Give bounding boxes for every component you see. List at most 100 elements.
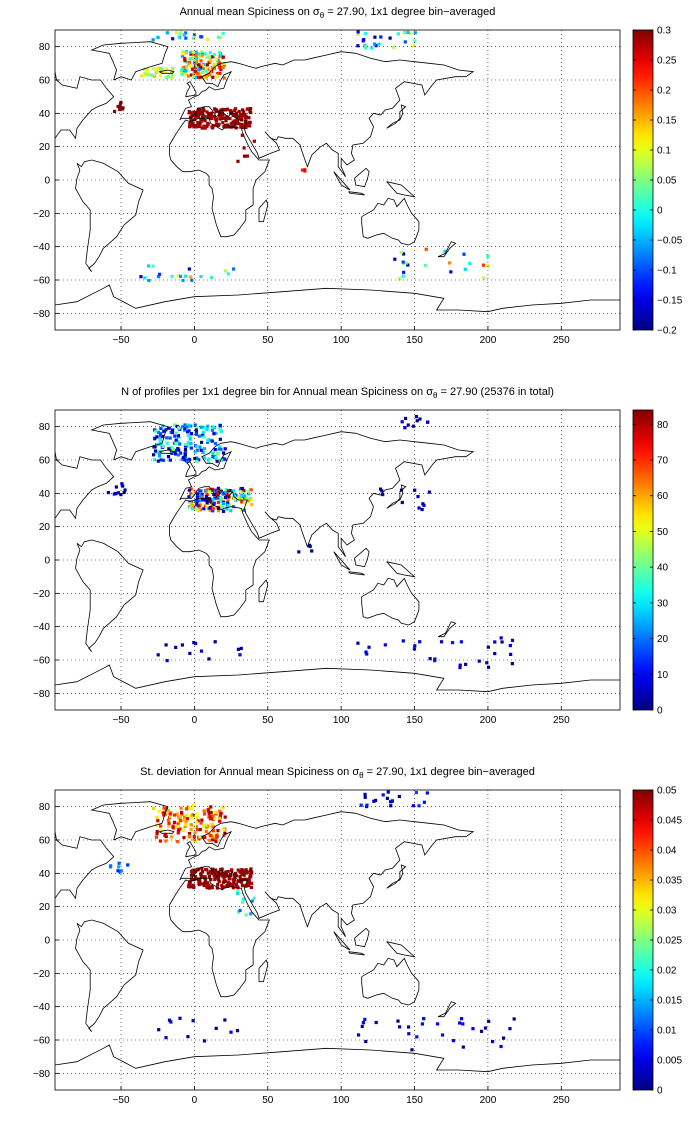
data-cell: [401, 260, 405, 264]
x-tick-label: 50: [262, 335, 274, 346]
data-cell: [202, 809, 206, 813]
data-cell: [190, 870, 194, 874]
data-cell: [206, 885, 210, 890]
data-cell: [181, 278, 185, 283]
data-cell: [197, 883, 201, 887]
data-cell: [188, 115, 193, 119]
data-cell: [176, 831, 180, 835]
data-cell: [188, 437, 192, 441]
colorbar-tick-label: 30: [657, 598, 669, 609]
data-cell: [486, 665, 491, 669]
data-cell: [223, 495, 228, 500]
coastline: [179, 431, 475, 557]
data-cell: [199, 494, 203, 498]
data-cell: [193, 831, 197, 835]
data-cell: [164, 69, 168, 73]
y-tick-label: 0: [44, 936, 50, 947]
data-cell: [118, 102, 123, 106]
data-cell: [248, 872, 253, 876]
y-tick-label: 60: [39, 76, 51, 87]
data-cell: [448, 261, 452, 265]
data-cell: [195, 492, 200, 496]
data-cell: [385, 796, 390, 800]
data-cell: [218, 427, 222, 432]
data-cell: [461, 1022, 465, 1026]
data-cell: [195, 503, 199, 507]
data-cell: [415, 419, 419, 423]
coastline: [185, 461, 197, 478]
data-cell: [197, 63, 201, 67]
coastline: [348, 571, 365, 576]
data-cell: [220, 111, 224, 115]
data-cell: [180, 52, 185, 56]
data-cell: [207, 657, 211, 661]
data-cell: [232, 124, 237, 129]
y-tick-label: 60: [39, 836, 51, 847]
data-cell: [224, 125, 228, 129]
data-cell: [380, 489, 384, 493]
data-cell: [165, 436, 169, 440]
data-cell: [176, 434, 180, 438]
data-cell: [487, 1019, 491, 1023]
data-cell: [218, 71, 222, 75]
data-cell: [512, 1017, 516, 1021]
data-cell: [193, 505, 197, 509]
data-cell: [364, 46, 368, 50]
data-cell: [373, 35, 377, 39]
data-cell: [165, 658, 169, 663]
data-cell: [122, 490, 126, 495]
data-cell: [221, 107, 225, 112]
data-cell: [196, 72, 200, 76]
data-cell: [242, 494, 247, 498]
data-cell: [155, 66, 159, 70]
y-tick-label: −80: [33, 309, 50, 320]
data-cell: [152, 806, 156, 810]
data-cell: [157, 809, 161, 814]
data-cell: [249, 867, 253, 871]
data-cell: [163, 833, 167, 838]
data-cell: [193, 875, 198, 879]
data-cell: [191, 75, 196, 79]
data-cell: [220, 116, 224, 121]
data-cell: [209, 805, 213, 809]
x-tick-label: 0: [192, 335, 198, 346]
data-cell: [189, 823, 194, 827]
coastline: [169, 117, 270, 238]
x-tick-label: −50: [113, 335, 130, 346]
data-cell: [194, 53, 198, 57]
data-cell: [208, 508, 212, 512]
data-cell: [205, 881, 210, 885]
data-cell: [374, 1020, 378, 1025]
data-cell: [220, 874, 224, 878]
data-cell: [401, 274, 405, 278]
data-cell: [307, 543, 312, 547]
coastline: [75, 159, 144, 272]
data-cell: [247, 116, 251, 120]
data-cell: [209, 499, 213, 503]
data-cell: [220, 505, 224, 509]
data-cell: [180, 67, 184, 71]
data-cell: [222, 124, 226, 129]
data-cell: [194, 839, 198, 843]
data-cell: [177, 426, 181, 430]
data-cell: [212, 873, 216, 878]
data-cell: [435, 1022, 440, 1026]
data-cell: [204, 829, 208, 833]
data-cell: [194, 428, 198, 432]
data-cell: [396, 32, 400, 36]
data-cell: [493, 651, 497, 656]
data-cell: [433, 657, 437, 661]
data-cell: [164, 427, 168, 432]
data-cell: [450, 641, 455, 645]
coastline: [179, 811, 475, 937]
colorbar-tick-label: 0.035: [657, 876, 682, 887]
data-cell: [165, 31, 169, 35]
data-cell: [170, 835, 174, 839]
data-cell: [236, 890, 240, 894]
coastline: [75, 539, 144, 652]
data-cell: [154, 835, 158, 839]
data-cell: [406, 1025, 411, 1029]
data-cell: [241, 108, 245, 112]
data-cell: [205, 38, 210, 42]
data-cell: [194, 444, 198, 448]
